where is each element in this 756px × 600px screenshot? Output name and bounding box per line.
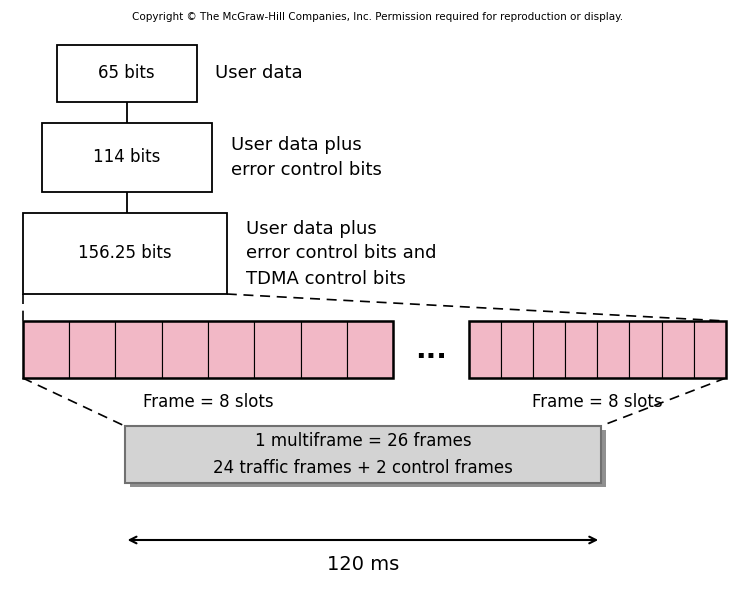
Bar — [300, 321, 347, 378]
Bar — [347, 321, 393, 378]
Bar — [662, 321, 694, 378]
Text: 1 multiframe = 26 frames
24 traffic frames + 2 control frames: 1 multiframe = 26 frames 24 traffic fram… — [213, 431, 513, 478]
Bar — [694, 321, 726, 378]
Bar — [115, 321, 162, 378]
Bar — [254, 321, 301, 378]
Text: 156.25 bits: 156.25 bits — [78, 245, 172, 263]
Text: User data plus
error control bits: User data plus error control bits — [231, 136, 382, 179]
Text: 65 bits: 65 bits — [98, 64, 155, 82]
Bar — [23, 321, 393, 378]
Text: Copyright © The McGraw-Hill Companies, Inc. Permission required for reproduction: Copyright © The McGraw-Hill Companies, I… — [132, 12, 624, 22]
Bar — [57, 45, 197, 102]
Bar — [469, 321, 726, 378]
Bar — [597, 321, 629, 378]
Text: ...: ... — [415, 335, 447, 364]
Bar — [23, 213, 227, 294]
Text: User data: User data — [215, 64, 303, 82]
Bar — [469, 321, 500, 378]
Text: Frame = 8 slots: Frame = 8 slots — [532, 393, 662, 411]
Text: 114 bits: 114 bits — [93, 148, 160, 166]
Text: 120 ms: 120 ms — [327, 555, 399, 574]
Bar — [130, 430, 606, 487]
Bar — [69, 321, 115, 378]
Bar — [208, 321, 254, 378]
Bar — [42, 123, 212, 192]
Bar — [533, 321, 565, 378]
Bar — [629, 321, 662, 378]
Bar — [565, 321, 597, 378]
Text: Frame = 8 slots: Frame = 8 slots — [143, 393, 273, 411]
Text: User data plus
error control bits and
TDMA control bits: User data plus error control bits and TD… — [246, 220, 436, 287]
Bar — [500, 321, 533, 378]
Bar — [125, 426, 601, 483]
Bar — [162, 321, 208, 378]
Bar — [23, 321, 69, 378]
